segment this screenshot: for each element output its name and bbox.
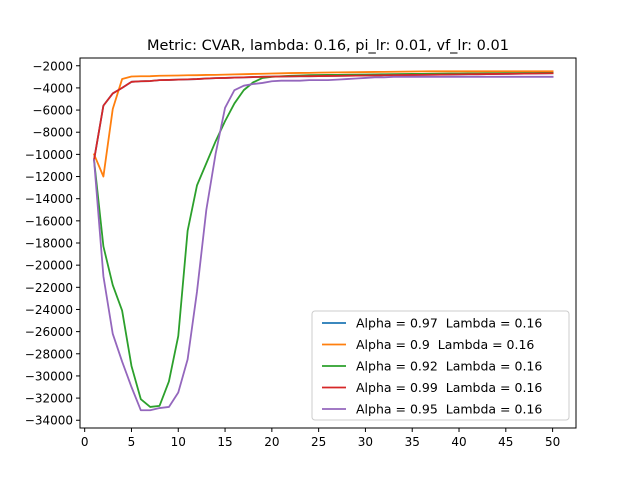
x-tick-label: 30 — [358, 435, 373, 449]
x-tick-label: 10 — [171, 435, 186, 449]
y-axis: −34000 −32000 −30000 −28000 −26000 −24000 −220… — [25, 59, 80, 428]
legend: Alpha = 0.97 Lambda = 0.16 Alpha = 0.9 La… — [311, 310, 570, 421]
x-axis: 0 5 10 15 20 25 30 35 40 45 50 — [81, 428, 560, 449]
plot-frame — [79, 57, 577, 429]
x-tick-label: 20 — [264, 435, 279, 449]
series-layer — [92, 70, 554, 412]
legend-label-1: Alpha = 0.97 Lambda = 0.16 — [356, 316, 542, 331]
chart-title: Metric: CVAR, lambda: 0.16, pi_lr: 0.01,… — [147, 38, 509, 54]
y-tick-label: −32000 — [25, 392, 73, 406]
y-tick-label: −26000 — [25, 325, 73, 339]
legend-label-5: Alpha = 0.95 Lambda = 0.16 — [356, 402, 542, 417]
x-tick-label: 40 — [451, 435, 466, 449]
legend-label-4: Alpha = 0.99 Lambda = 0.16 — [356, 380, 542, 395]
legend-label-2: Alpha = 0.9 Lambda = 0.16 — [356, 337, 534, 352]
y-tick-label: −16000 — [25, 214, 73, 228]
y-tick-label: −28000 — [25, 347, 73, 361]
y-tick-label: −22000 — [25, 281, 73, 295]
x-tick-label: 5 — [128, 435, 136, 449]
y-tick-label: −34000 — [25, 414, 73, 428]
x-tick-label: 15 — [217, 435, 232, 449]
series-line-5 — [93, 75, 554, 412]
legend-label-3: Alpha = 0.92 Lambda = 0.16 — [356, 359, 542, 374]
y-tick-label: −30000 — [25, 369, 73, 383]
y-tick-label: −2000 — [32, 59, 73, 73]
y-tick-label: −18000 — [25, 237, 73, 251]
x-tick-label: 25 — [311, 435, 326, 449]
y-tick-label: −4000 — [32, 81, 73, 95]
series-line-4 — [93, 72, 554, 161]
y-tick-label: −14000 — [25, 192, 73, 206]
y-tick-label: −24000 — [25, 303, 73, 317]
x-tick-label: 50 — [545, 435, 560, 449]
legend-box — [311, 310, 570, 421]
y-tick-label: −6000 — [32, 104, 73, 118]
x-tick-label: 35 — [405, 435, 420, 449]
y-tick-label: −10000 — [25, 148, 73, 162]
y-tick-label: −12000 — [25, 170, 73, 184]
series-line-2 — [92, 70, 554, 178]
y-tick-label: −8000 — [32, 126, 73, 140]
x-tick-label: 0 — [81, 435, 89, 449]
x-tick-label: 45 — [498, 435, 513, 449]
plot-area: 0 5 10 15 20 25 30 35 40 45 50 −34000−32000−30000−… — [25, 57, 577, 449]
y-tick-label: −20000 — [25, 259, 73, 273]
